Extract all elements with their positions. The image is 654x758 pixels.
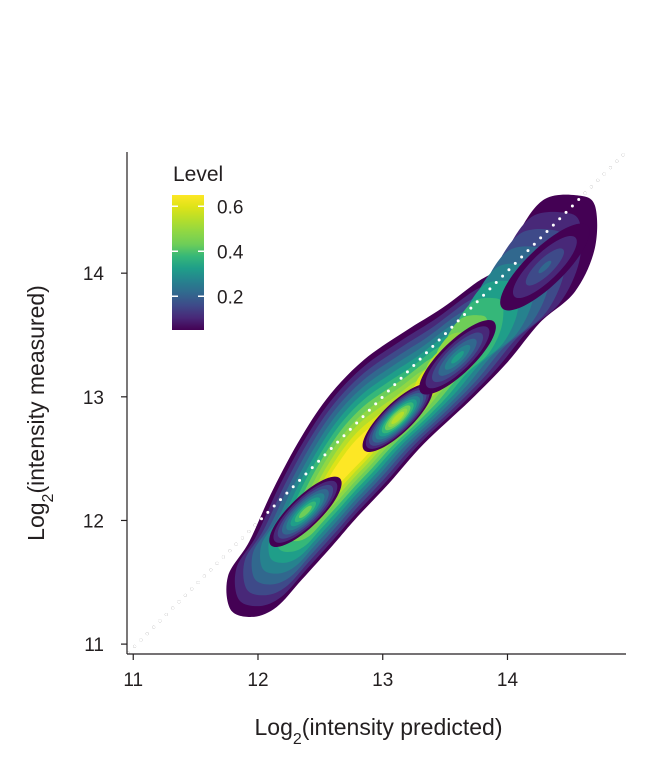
legend-colorbar: Level 0.2 0.4 0.6 <box>172 163 244 330</box>
density-contours <box>226 194 598 617</box>
density-peak-2-level-10 <box>391 411 405 425</box>
x-tick-label-11: 11 <box>123 670 143 691</box>
y-axis-title: Log2(intensity measured) <box>23 285 57 541</box>
density-peak-5-level-4 <box>538 260 552 274</box>
y-axis-ticks: 11 12 13 14 <box>83 264 127 656</box>
legend-title: Level <box>173 163 223 186</box>
x-axis-ticks: 11 12 13 14 <box>123 654 518 691</box>
x-tick-label-12: 12 <box>247 670 268 691</box>
y-tick-label-14: 14 <box>83 264 105 285</box>
y-tick-label-11: 11 <box>84 635 104 656</box>
legend-tick-label-0.4: 0.4 <box>217 242 244 263</box>
x-axis-title-text: (intensity predicted) <box>302 714 503 740</box>
x-axis-title: Log2(intensity predicted) <box>255 714 503 748</box>
y-tick-label-13: 13 <box>83 388 104 409</box>
identity-reference-line <box>126 150 628 655</box>
density-peak-3-level-8 <box>299 505 312 519</box>
y-axis-title-text: (intensity measured) <box>23 285 49 493</box>
y-axis-title-log: Log <box>23 502 49 540</box>
x-tick-label-13: 13 <box>372 670 393 691</box>
legend-tick-label-0.6: 0.6 <box>217 197 243 218</box>
x-axis-title-subscript: 2 <box>293 731 302 748</box>
legend-color-ramp <box>172 195 204 330</box>
y-axis-title-subscript: 2 <box>40 493 57 502</box>
y-tick-label-12: 12 <box>83 511 104 532</box>
x-tick-label-14: 14 <box>497 670 519 691</box>
density-peak-4-level-6 <box>451 351 464 364</box>
x-axis-title-log: Log <box>255 714 293 740</box>
legend-tick-label-0.2: 0.2 <box>217 287 243 308</box>
legend-ticks: 0.2 0.4 0.6 <box>172 197 244 308</box>
